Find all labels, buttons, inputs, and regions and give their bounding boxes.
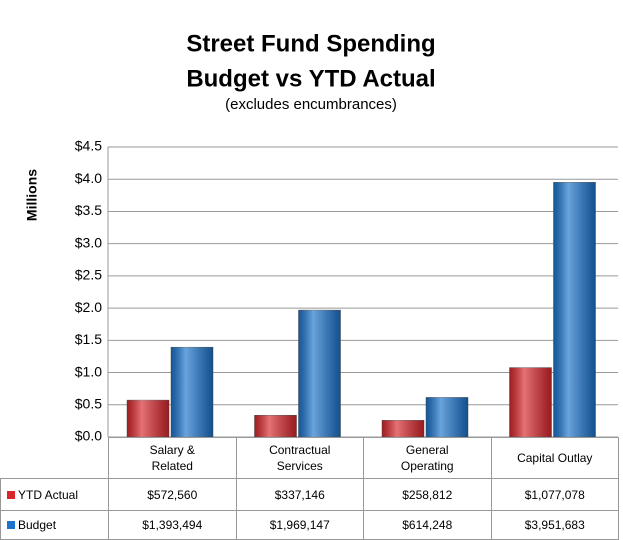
- chart-subtitle: (excludes encumbrances): [225, 96, 397, 113]
- value-cell: $3,951,683: [490, 510, 619, 540]
- value-cell: $337,146: [235, 478, 364, 511]
- x-tick-label: Capital Outlay: [517, 451, 593, 465]
- bar-shine: [553, 182, 596, 437]
- value-cell: $258,812: [363, 478, 492, 511]
- y-tick-label: $2.0: [75, 299, 102, 315]
- value-cell: $572,560: [108, 478, 237, 511]
- y-axis-label: Millions: [24, 169, 40, 221]
- bar-shine: [426, 397, 468, 437]
- y-tick-label: $1.5: [75, 331, 102, 347]
- y-tick-label: $1.0: [75, 363, 102, 379]
- value-cell: $614,248: [363, 510, 492, 540]
- legend-label: YTD Actual: [18, 487, 79, 502]
- chart-title: Street Fund Spending: [186, 30, 435, 57]
- chart-title-line2: Budget vs YTD Actual: [186, 65, 435, 92]
- y-tick-label: $0.0: [75, 428, 102, 444]
- y-tick-label: $3.0: [75, 234, 102, 250]
- legend-swatch: [7, 521, 15, 529]
- category-cell: Salary & Related: [108, 437, 237, 479]
- y-tick-label: $4.5: [75, 138, 102, 154]
- y-tick-label: $0.5: [75, 395, 102, 411]
- category-cell: Contractual Services: [235, 437, 364, 479]
- y-tick-label: $3.5: [75, 202, 102, 218]
- category-cell: Capital Outlay: [490, 437, 619, 479]
- bar-shine: [382, 420, 424, 437]
- value-cell: $1,969,147: [235, 510, 364, 540]
- bar-shine: [127, 400, 169, 437]
- category-cell: General Operating: [363, 437, 492, 479]
- legend-label: Budget: [18, 518, 57, 532]
- bar-shine: [509, 367, 552, 437]
- bar-shine: [171, 347, 213, 437]
- bar-shine: [254, 415, 297, 437]
- x-tick-label: General Operating: [400, 443, 454, 473]
- y-tick-label: $4.0: [75, 170, 102, 186]
- value-cell: $1,077,078: [490, 478, 619, 511]
- x-tick-label: Salary & Related: [149, 443, 195, 473]
- value-cell: $1,393,494: [108, 510, 237, 540]
- y-tick-label: $2.5: [75, 267, 102, 283]
- legend-entry: YTD Actual: [0, 478, 109, 511]
- bar-shine: [298, 310, 341, 437]
- legend-entry: Budget: [0, 510, 109, 540]
- legend-swatch: [7, 490, 15, 499]
- x-tick-label: Contractual Services: [269, 443, 331, 473]
